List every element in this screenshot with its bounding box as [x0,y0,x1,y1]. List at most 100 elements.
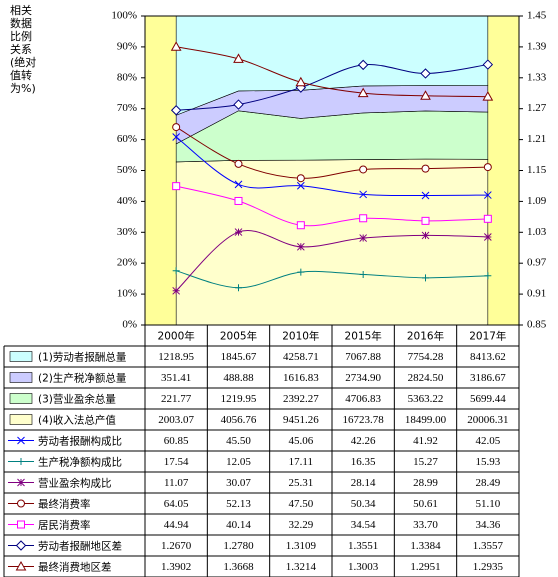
marker [297,268,305,276]
legend-marker [17,520,25,529]
marker [422,274,429,282]
legend-label: (1)劳动者报酬总量 [38,351,127,364]
marker [234,159,243,168]
marker [359,270,367,278]
y-tick-label: 80% [117,71,137,83]
y2-tick-label: 1.03 [527,226,547,238]
table-cell: 51.10 [475,498,500,510]
legend-label: 营业盈余构成比 [38,477,112,490]
marker [421,231,430,240]
table-cell: 5699.44 [470,393,506,405]
x-tick-label: 2016年 [407,330,444,343]
table-cell: 1616.83 [283,372,319,384]
table-cell: 40.14 [226,519,251,531]
marker [170,105,182,116]
marker [483,191,492,199]
table-cell: 52.13 [226,498,251,510]
marker [234,228,243,236]
table-cell: 50.61 [413,498,438,510]
legend-swatch [9,372,33,383]
y2-tick-label: 1.27 [527,102,547,114]
table-cell: 64.05 [164,498,189,510]
marker [482,91,494,101]
legend-label: 劳动者报酬构成比 [38,435,122,448]
y-tick-label: 50% [117,164,137,176]
table-cell: 20006.31 [467,414,508,426]
x-tick-label: 2005年 [220,330,257,343]
table-cell: 12.05 [226,456,251,468]
table-cell: 7754.28 [408,351,444,363]
y2-tick-label: 1.21 [527,133,546,145]
y2-tick-label: 1.15 [527,164,547,176]
marker [359,165,368,174]
table-cell: 488.88 [223,372,254,384]
marker [482,59,494,70]
table-cell: 33.70 [413,519,438,531]
table-cell: 1.3557 [473,540,504,552]
table-cell: 30.07 [226,477,251,489]
table-cell: 17.54 [164,456,189,468]
marker [296,181,305,190]
table-cell: 44.94 [164,519,189,531]
legend-label: (2)生产税净额总量 [38,372,127,385]
y-tick-label: 20% [117,257,137,269]
marker [233,99,244,110]
marker [172,182,181,191]
legend-label: 生产税净额构成比 [38,456,122,469]
table-cell: 60.85 [164,435,189,447]
table-cell: 1.3384 [410,540,441,552]
table-cell: 25.31 [288,477,313,489]
legend-marker [17,458,25,465]
y2-tick-label: 1.45 [527,10,547,22]
marker [483,233,492,241]
legend-label: 居民消费率 [38,519,91,532]
x-tick-label: 2000年 [158,330,195,343]
legend-swatch [9,393,33,404]
table-cell: 1.2670 [161,540,192,552]
table-cell: 2003.07 [158,414,194,426]
table-cell: 15.93 [475,456,500,468]
marker [296,242,305,251]
y2-tick-label: 0.91 [527,288,546,300]
table-cell: 18499.00 [405,414,447,426]
marker [484,272,492,280]
y-tick-label: 90% [117,40,137,52]
marker [421,164,430,173]
table-cell: 4056.76 [221,414,257,426]
marker [359,214,368,223]
y-tick-label: 60% [117,133,137,145]
table-cell: 1.2935 [473,561,504,573]
marker [483,214,492,223]
y-tick-label: 0% [122,319,137,331]
table-cell: 1219.95 [221,393,257,405]
y2-tick-label: 1.09 [527,195,547,207]
y2-tick-label: 1.33 [527,71,547,83]
table-cell: 34.54 [351,519,376,531]
marker [172,123,181,132]
table-cell: 1.2780 [223,540,254,552]
table-cell: 11.07 [164,477,189,489]
marker [234,196,243,205]
marker [420,68,431,79]
table-cell: 1.3668 [223,561,254,573]
table-cell: 16723.78 [343,414,385,426]
y-axis-label: 相关数据比例关系(绝对值转为%) [10,4,37,95]
table-cell: 28.49 [475,477,500,489]
x-tick-label: 2015年 [345,330,382,343]
legend-label: (3)营业盈余总量 [38,393,116,406]
legend-marker [17,478,25,487]
marker [296,174,305,183]
legend-label: 最终消费率 [38,498,91,511]
table-cell: 28.14 [351,477,376,489]
table-cell: 16.35 [351,456,376,468]
table-cell: 1218.95 [158,351,194,363]
table-cell: 1845.67 [221,351,257,363]
marker [170,41,182,51]
table-cell: 42.26 [351,435,376,447]
table-cell: 2734.90 [345,372,381,384]
marker [296,221,305,230]
legend-marker [17,436,25,445]
legend-marker [15,540,27,551]
table-cell: 1.3109 [286,540,317,552]
